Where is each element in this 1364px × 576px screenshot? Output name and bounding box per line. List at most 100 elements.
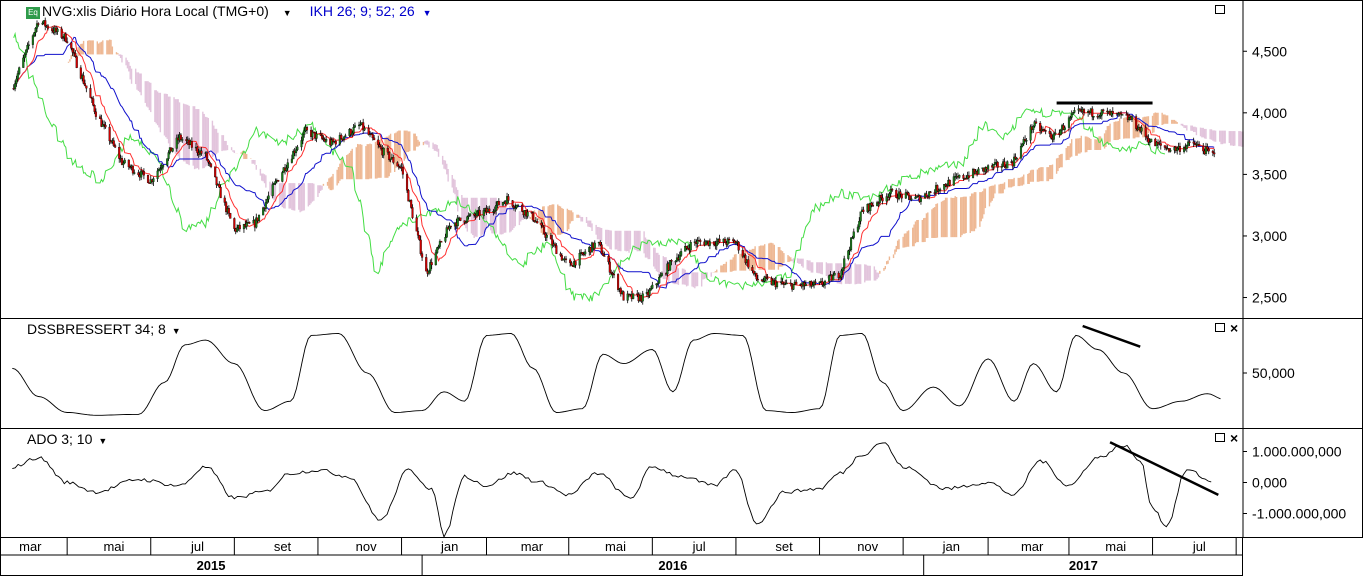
candle-body — [856, 226, 859, 232]
candle-body — [708, 241, 711, 246]
candle-body — [497, 201, 500, 206]
dss-panel: 50,000 — [12, 324, 1295, 416]
candle-body — [1029, 126, 1032, 141]
candle-body — [325, 139, 328, 142]
candle-body — [810, 281, 813, 287]
candle-body — [1032, 126, 1035, 130]
candle-body — [167, 152, 170, 159]
dss-dropdown-icon[interactable]: ▼ — [171, 326, 181, 336]
candle-body — [907, 192, 910, 197]
symbol-label[interactable]: NVG:xlis Diário Hora Local (TMG+0) — [42, 3, 269, 19]
candle-body — [459, 217, 462, 221]
candle-body — [1163, 145, 1166, 148]
month-label: mai — [103, 539, 124, 554]
candle-body — [718, 238, 721, 243]
candle-body — [248, 222, 251, 224]
candle-body — [274, 181, 277, 184]
candle-body — [1039, 122, 1042, 131]
candle-body — [223, 197, 226, 203]
price-y-tick-label: 2,500 — [1252, 290, 1287, 306]
candle-body — [1121, 114, 1124, 116]
candle-body — [996, 162, 999, 168]
candle-body — [1187, 141, 1190, 146]
candle-body — [944, 184, 947, 186]
candle-body — [303, 130, 306, 135]
candle-body — [771, 280, 774, 285]
candle-body — [541, 225, 544, 228]
candle-body — [175, 137, 178, 149]
candle-body — [881, 197, 884, 202]
candle-body — [61, 37, 65, 39]
candle-body — [281, 172, 284, 182]
candle-body — [290, 158, 293, 163]
candle-body — [1035, 121, 1038, 124]
candle-body — [852, 231, 855, 238]
candle-body — [752, 270, 755, 274]
candle-body — [977, 168, 980, 175]
maximize-price-panel-button[interactable] — [1215, 5, 1225, 14]
ado-header: ADO 3; 10 ▼ — [27, 431, 107, 447]
candle-body — [755, 272, 758, 280]
candle-body — [74, 53, 77, 57]
dss-label[interactable]: DSSBRESSERT 34; 8 — [27, 321, 166, 337]
candle-body — [419, 239, 422, 254]
candle-body — [599, 241, 602, 245]
candle-body — [833, 272, 836, 276]
candle-body — [636, 293, 639, 295]
month-label: mar — [1021, 539, 1044, 554]
candle-body — [1022, 139, 1025, 145]
candle-body — [301, 134, 304, 141]
candle-body — [936, 185, 939, 192]
candle-body — [751, 267, 754, 272]
candle-body — [795, 281, 798, 285]
close-ado-panel-icon[interactable]: × — [1230, 430, 1239, 446]
candle-body — [885, 196, 888, 202]
candle-body — [536, 221, 539, 224]
candle-body — [377, 139, 380, 145]
candle-body — [971, 169, 975, 178]
candle-body — [925, 193, 928, 197]
symbol-dropdown-icon[interactable]: ▼ — [282, 8, 292, 18]
candle-body — [822, 284, 825, 286]
equity-icon: Eq — [26, 7, 40, 19]
candle-body — [581, 252, 584, 255]
maximize-dss-panel-button[interactable] — [1215, 323, 1225, 332]
candle-body — [993, 162, 996, 165]
candle-body — [804, 283, 807, 286]
candle-body — [744, 255, 747, 263]
candle-body — [1014, 156, 1017, 159]
candle-body — [610, 272, 613, 274]
candle-body — [900, 193, 903, 199]
candle-body — [704, 241, 707, 246]
candle-body — [464, 221, 468, 223]
candle-body — [888, 193, 891, 198]
candle-body — [1073, 110, 1076, 113]
candle-body — [545, 235, 548, 238]
candle-body — [723, 238, 727, 244]
indicator-dropdown-icon[interactable]: ▼ — [422, 8, 432, 18]
ado-panel: 1.000.000,000 0,000 -1.000.000,000 — [12, 441, 1346, 539]
indicator-label[interactable]: IKH 26; 9; 52; 26 — [309, 3, 415, 19]
dss-trend-line — [1082, 324, 1141, 348]
month-label: jan — [942, 539, 960, 554]
ado-dropdown-icon[interactable]: ▼ — [98, 436, 108, 446]
chikou-line — [13, 31, 1166, 303]
candle-body — [1159, 143, 1162, 146]
candle-body — [72, 52, 76, 54]
candle-body — [763, 276, 766, 282]
candle-body — [277, 180, 280, 182]
candle-body — [127, 159, 130, 168]
candle-body — [1204, 146, 1208, 154]
candle-body — [296, 146, 299, 151]
candle-body — [1150, 138, 1153, 143]
maximize-ado-panel-button[interactable] — [1215, 433, 1225, 442]
close-dss-panel-icon[interactable]: × — [1230, 320, 1239, 336]
candle-body — [1015, 158, 1018, 160]
candle-body — [1144, 127, 1147, 137]
price-panel: 4,500 4,000 3,500 3,000 2,500 — [12, 17, 1287, 306]
candle-body — [632, 293, 635, 299]
ado-label[interactable]: ADO 3; 10 — [27, 431, 93, 447]
candle-body — [840, 270, 843, 278]
candle-body — [434, 252, 437, 266]
candle-body — [401, 167, 404, 175]
